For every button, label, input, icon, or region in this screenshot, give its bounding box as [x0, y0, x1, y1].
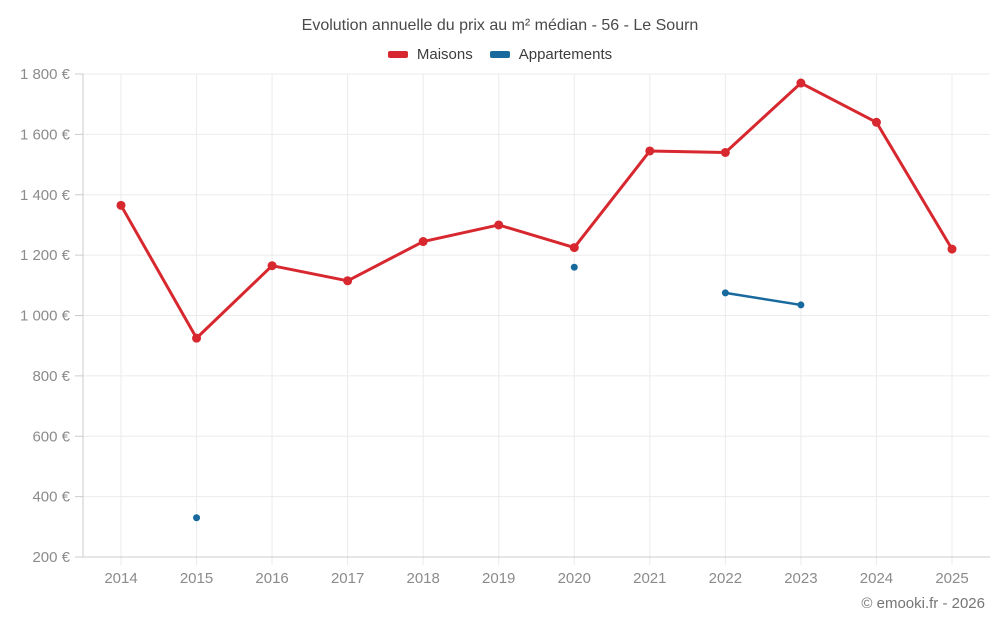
x-tick-label: 2021	[633, 570, 666, 587]
data-point-maisons-2016[interactable]	[267, 261, 277, 271]
data-point-maisons-2023[interactable]	[796, 78, 806, 88]
data-point-maisons-2015[interactable]	[192, 333, 202, 343]
y-tick-label: 200 €	[32, 549, 70, 566]
x-tick-label: 2014	[104, 570, 137, 587]
data-point-appartements-2023[interactable]	[797, 301, 805, 309]
data-point-maisons-2017[interactable]	[343, 276, 353, 286]
x-tick-label: 2017	[331, 570, 364, 587]
data-point-maisons-2020[interactable]	[569, 243, 579, 253]
legend: Maisons Appartements	[0, 46, 1000, 63]
vertical-gridlines	[120, 74, 953, 565]
y-tick-label: 1 200 €	[20, 247, 71, 264]
series-appartements[interactable]	[193, 263, 805, 522]
legend-item-appartements[interactable]: Appartements	[489, 46, 613, 63]
x-tick-label: 2019	[482, 570, 515, 587]
y-tick-label: 600 €	[32, 428, 70, 445]
data-point-maisons-2014[interactable]	[116, 200, 126, 210]
x-tick-label: 2023	[784, 570, 817, 587]
data-point-appartements-2020[interactable]	[570, 263, 578, 271]
x-tick-label: 2024	[860, 570, 893, 587]
y-tick-label: 800 €	[32, 368, 70, 385]
series-maisons[interactable]	[116, 78, 957, 343]
data-point-maisons-2021[interactable]	[645, 146, 655, 156]
x-axis-labels: 2014 2015 2016 2017 2018 2019 2020 2021 2022 2023…	[104, 570, 968, 587]
y-axis-labels: 200 € 400 € 600 € 800 € 1 000 € 1 200 € 1 400 …	[20, 66, 71, 566]
appartements-series-swatch-icon	[489, 51, 510, 58]
axes	[82, 74, 990, 558]
horizontal-gridlines	[75, 73, 990, 558]
chart-title: Evolution annuelle du prix au m² médian …	[301, 17, 699, 34]
data-point-appartements-2015[interactable]	[193, 514, 201, 522]
data-point-maisons-2024[interactable]	[871, 117, 881, 127]
legend-label-appartements: Appartements	[518, 46, 613, 63]
data-point-maisons-2018[interactable]	[418, 237, 428, 247]
data-point-maisons-2022[interactable]	[720, 147, 730, 157]
y-tick-label: 1 000 €	[20, 308, 71, 325]
data-point-appartements-2022[interactable]	[721, 289, 729, 297]
y-tick-label: 1 600 €	[20, 126, 71, 143]
copyright: © emooki.fr - 2026	[861, 595, 985, 612]
x-tick-label: 2015	[180, 570, 213, 587]
x-tick-label: 2025	[935, 570, 968, 587]
y-tick-label: 1 400 €	[20, 187, 71, 204]
y-tick-label: 400 €	[32, 489, 70, 506]
x-tick-label: 2020	[558, 570, 591, 587]
x-tick-label: 2018	[406, 570, 439, 587]
maisons-series-swatch-icon	[387, 51, 408, 58]
data-point-maisons-2019[interactable]	[494, 220, 504, 230]
y-tick-label: 1 800 €	[20, 66, 71, 83]
legend-item-maisons[interactable]: Maisons	[387, 46, 473, 63]
x-tick-label: 2022	[709, 570, 742, 587]
legend-label-maisons: Maisons	[416, 46, 473, 63]
x-tick-label: 2016	[255, 570, 288, 587]
data-point-maisons-2025[interactable]	[947, 244, 957, 254]
